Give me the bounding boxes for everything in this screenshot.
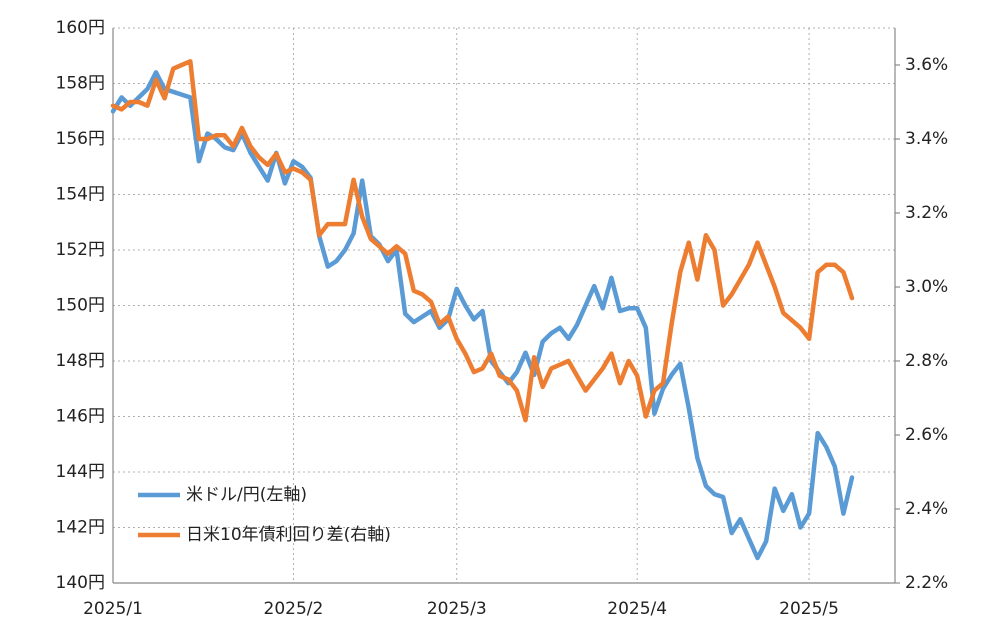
legend-label: 米ドル/円(左軸)	[186, 485, 307, 505]
y2-tick-label: 2.2%	[905, 573, 948, 593]
x-tick-label: 2025/1	[83, 599, 143, 619]
y-tick-label: 148円	[56, 351, 105, 371]
y2-tick-label: 2.6%	[905, 425, 948, 445]
y2-tick-label: 2.8%	[905, 351, 948, 371]
y-tick-label: 154円	[56, 185, 105, 205]
legend-label: 日米10年債利回り差(右軸)	[186, 525, 391, 545]
y-tick-label: 144円	[56, 462, 105, 482]
y2-tick-label: 3.4%	[905, 129, 948, 149]
y2-tick-label: 3.2%	[905, 203, 948, 223]
y2-tick-label: 3.6%	[905, 55, 948, 75]
x-tick-label: 2025/3	[427, 599, 487, 619]
x-tick-label: 2025/4	[607, 599, 667, 619]
y-tick-label: 146円	[56, 407, 105, 427]
series-line	[110, 59, 855, 423]
y-tick-label: 160円	[56, 18, 105, 38]
x-tick-label: 2025/5	[779, 599, 839, 619]
y2-tick-label: 3.0%	[905, 277, 948, 297]
y-tick-label: 150円	[56, 296, 105, 316]
y-tick-label: 156円	[56, 129, 105, 149]
x-tick-label: 2025/2	[264, 599, 324, 619]
y-tick-label: 142円	[56, 518, 105, 538]
y-tick-label: 152円	[56, 240, 105, 260]
y-tick-label: 158円	[56, 74, 105, 94]
y2-tick-label: 2.4%	[905, 499, 948, 519]
y-tick-label: 140円	[56, 573, 105, 593]
